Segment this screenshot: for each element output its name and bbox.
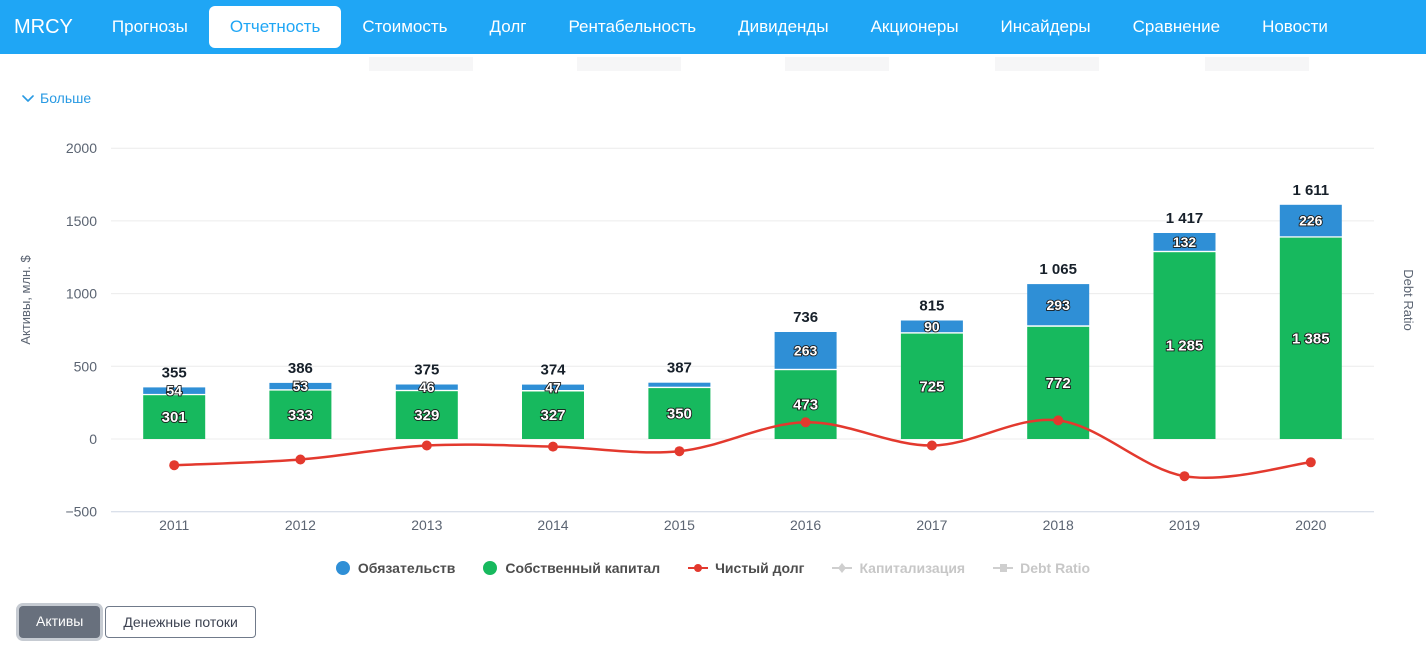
svg-text:263: 263 [794, 342, 818, 358]
svg-text:301: 301 [162, 409, 187, 426]
svg-text:2014: 2014 [537, 517, 568, 533]
svg-text:725: 725 [919, 378, 944, 395]
svg-text:293: 293 [1047, 297, 1071, 313]
svg-text:2020: 2020 [1295, 517, 1326, 533]
svg-text:500: 500 [74, 358, 98, 374]
svg-text:54: 54 [166, 383, 182, 399]
svg-text:815: 815 [919, 298, 944, 315]
svg-text:132: 132 [1173, 234, 1197, 250]
svg-text:Debt Ratio: Debt Ratio [1401, 269, 1416, 330]
svg-text:387: 387 [667, 360, 692, 377]
svg-text:2018: 2018 [1043, 517, 1074, 533]
svg-text:226: 226 [1299, 213, 1323, 229]
svg-text:329: 329 [414, 407, 439, 424]
svg-text:53: 53 [293, 378, 309, 394]
svg-text:1 385: 1 385 [1292, 330, 1330, 347]
svg-text:2012: 2012 [285, 517, 316, 533]
svg-text:2017: 2017 [916, 517, 947, 533]
svg-text:1 065: 1 065 [1039, 261, 1077, 278]
svg-text:1 417: 1 417 [1166, 210, 1204, 227]
svg-text:2000: 2000 [66, 140, 97, 156]
svg-text:Активы, млн. $: Активы, млн. $ [18, 255, 33, 345]
svg-text:47: 47 [545, 379, 561, 395]
svg-text:2013: 2013 [411, 517, 442, 533]
svg-text:375: 375 [414, 362, 439, 379]
svg-text:2011: 2011 [159, 517, 189, 533]
svg-text:327: 327 [540, 407, 565, 424]
svg-text:355: 355 [162, 364, 187, 381]
svg-text:350: 350 [667, 406, 692, 423]
svg-text:1 285: 1 285 [1166, 338, 1204, 355]
svg-text:2019: 2019 [1169, 517, 1200, 533]
svg-text:2016: 2016 [790, 517, 821, 533]
svg-text:736: 736 [793, 309, 818, 326]
svg-text:333: 333 [288, 407, 313, 424]
svg-text:374: 374 [540, 362, 566, 379]
svg-text:1 611: 1 611 [1292, 182, 1329, 199]
svg-text:772: 772 [1046, 375, 1071, 392]
svg-text:0: 0 [89, 431, 97, 447]
svg-text:386: 386 [288, 360, 313, 377]
svg-text:90: 90 [924, 318, 940, 334]
svg-text:473: 473 [793, 397, 818, 414]
svg-text:2015: 2015 [664, 517, 695, 533]
svg-text:46: 46 [419, 379, 435, 395]
svg-text:1000: 1000 [66, 286, 97, 302]
svg-text:1500: 1500 [66, 213, 97, 229]
svg-text:−500: −500 [65, 504, 97, 520]
